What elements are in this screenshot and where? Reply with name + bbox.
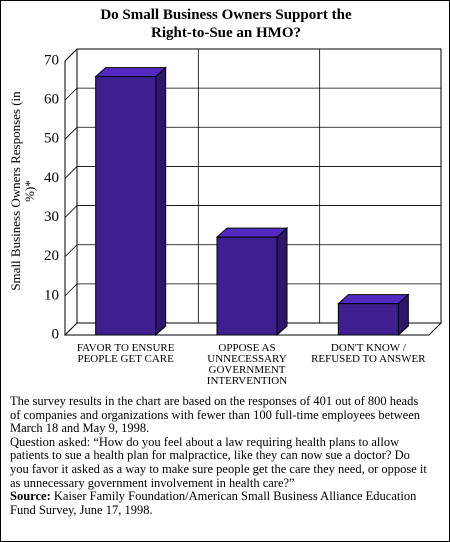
bar-top: [337, 294, 410, 305]
x-tick-label: DON'T KNOW / REFUSED TO ANSWER: [311, 342, 426, 365]
bar-top: [215, 227, 289, 238]
bar: [215, 227, 289, 337]
survey-question: Question asked: “How do you feel about a…: [10, 434, 427, 490]
bar-front: [216, 236, 278, 336]
bar-side: [155, 66, 167, 337]
bar-side: [276, 227, 288, 337]
y-tick-label: 70: [44, 52, 59, 68]
y-tick-label: 20: [44, 248, 59, 264]
bar: [94, 66, 167, 337]
y-tick-label: 40: [44, 170, 59, 186]
bar-front: [337, 303, 399, 336]
source: Source: Kaiser Family Foundation/America…: [10, 489, 430, 517]
plot: 0 10 20 30 40 50 60 70: [44, 48, 443, 342]
x-tick-label: OPPOSE AS UNNECESSARY GOVERNMENT INTERVE…: [206, 342, 288, 387]
source-text: Kaiser Family Foundation/American Small …: [10, 489, 417, 517]
x-tick-label: FAVOR TO ENSURE PEOPLE GET CARE: [76, 342, 175, 365]
y-tick-label: 0: [52, 326, 60, 342]
y-tick-label: 50: [44, 131, 59, 147]
y-tick-label: 30: [44, 209, 59, 225]
chart-title: Do Small Business Owners Support the Rig…: [100, 7, 352, 41]
bar: [337, 293, 410, 337]
notes: The survey results in the chart are base…: [10, 394, 430, 517]
y-tick-label: 10: [44, 287, 59, 303]
bar-front: [95, 76, 157, 336]
survey-note: The survey results in the chart are base…: [10, 394, 421, 436]
source-label: Source:: [10, 489, 51, 504]
bar-top: [94, 67, 167, 78]
y-tick-label: 60: [44, 92, 59, 108]
